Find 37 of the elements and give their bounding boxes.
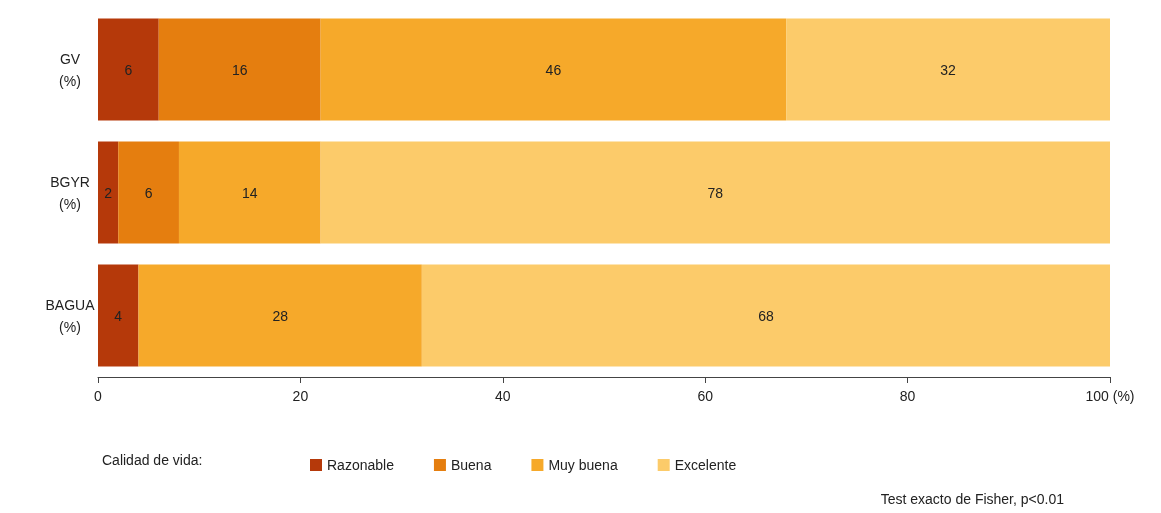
data-label: 14 xyxy=(242,184,258,201)
data-label: 28 xyxy=(272,307,289,324)
bar xyxy=(98,18,159,121)
bar xyxy=(98,141,119,244)
data-label: 32 xyxy=(940,61,957,78)
data-label: 4 xyxy=(114,307,123,324)
bar xyxy=(178,141,321,244)
x-tick-label: 80 xyxy=(899,388,916,404)
bar xyxy=(320,18,787,121)
data-label: 2 xyxy=(104,184,113,201)
bar xyxy=(421,264,1110,367)
bar xyxy=(118,141,179,244)
data-label: 6 xyxy=(124,61,133,78)
bar xyxy=(98,264,139,367)
bar xyxy=(158,18,321,121)
bar xyxy=(138,264,422,367)
data-label: 16 xyxy=(231,61,248,78)
data-label: 6 xyxy=(144,184,153,201)
x-tick-label: 40 xyxy=(495,388,511,404)
y-tick-label: BGYR (%) xyxy=(50,173,90,212)
bar xyxy=(786,18,1110,121)
legend-title: Calidad de vida: xyxy=(102,452,203,468)
data-label: 68 xyxy=(758,307,774,324)
legend-label: Buena xyxy=(450,457,492,473)
x-tick-label: 60 xyxy=(697,388,714,404)
legend-label: Excelente xyxy=(674,457,737,473)
legend-label: Razonable xyxy=(327,457,395,473)
data-label: 46 xyxy=(545,61,562,78)
y-tick-label: BAGUA (%) xyxy=(45,296,96,335)
x-tick-label: 0 xyxy=(94,388,103,404)
x-tick-label: 100 (%) xyxy=(1085,388,1135,404)
y-tick-label: GV (%) xyxy=(59,50,81,89)
bar xyxy=(320,141,1110,244)
text: Test exacto de Fisher, p<0.01 xyxy=(880,491,1065,507)
legend-label: Muy buena xyxy=(548,457,618,473)
data-label: 78 xyxy=(707,184,724,201)
x-tick-label: 20 xyxy=(292,388,309,404)
